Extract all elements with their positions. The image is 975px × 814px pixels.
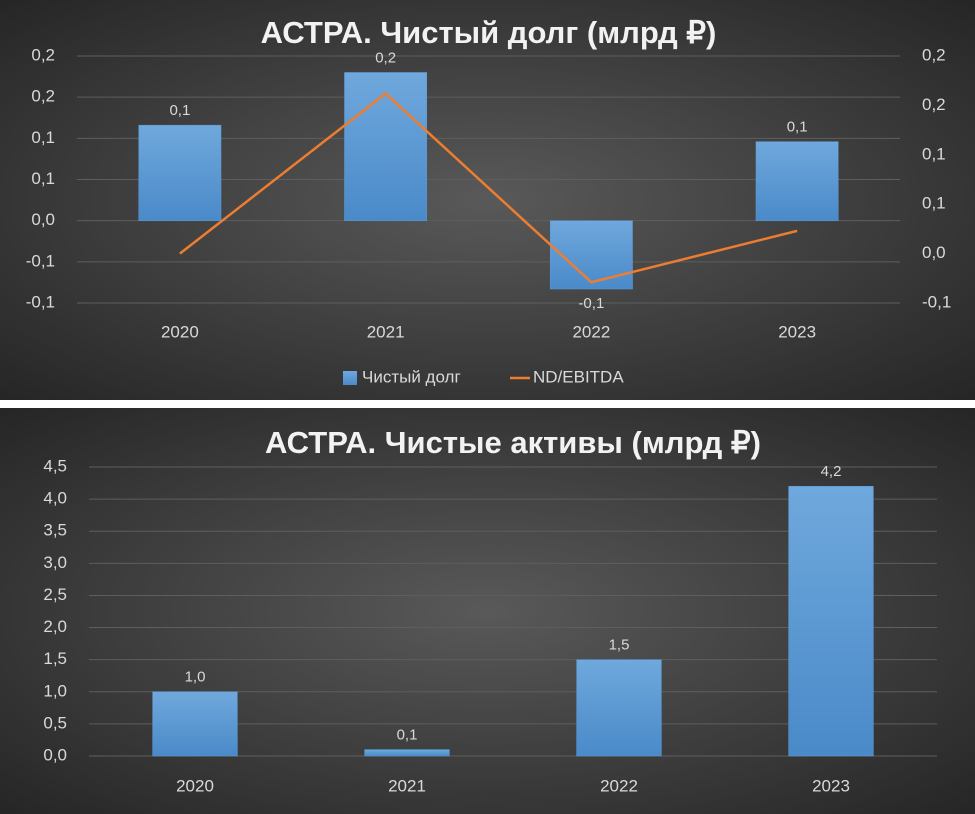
y-tick-label: -0,1	[26, 292, 55, 311]
data-label: 1,0	[185, 669, 206, 686]
y-tick-label: 0,2	[31, 45, 55, 64]
data-label: 0,1	[397, 727, 418, 744]
y2-tick-label: -0,1	[922, 292, 951, 311]
bar	[755, 141, 839, 221]
y2-tick-label: 0,0	[922, 243, 946, 262]
bar	[138, 124, 222, 221]
y-tick-label: 1,0	[43, 681, 67, 700]
data-label: 0,1	[169, 102, 190, 119]
y-tick-label: 0,0	[31, 210, 55, 229]
x-tick-label: 2023	[778, 322, 816, 341]
y-tick-label: 3,5	[43, 521, 67, 540]
data-label: 1,5	[609, 637, 630, 654]
data-label: 0,1	[787, 119, 808, 136]
data-label: -0,1	[578, 295, 604, 312]
y-tick-label: 4,0	[43, 489, 67, 508]
data-label: 0,2	[375, 49, 396, 66]
line	[179, 91, 798, 284]
y-tick-label: 2,5	[43, 585, 67, 604]
bar	[364, 749, 450, 757]
x-tick-label: 2022	[572, 322, 610, 341]
bar	[576, 659, 662, 757]
x-tick-label: 2020	[161, 322, 199, 341]
y-tick-label: -0,1	[26, 251, 55, 270]
x-tick-label: 2022	[600, 776, 638, 795]
y2-tick-label: 0,1	[922, 194, 946, 213]
x-tick-label: 2021	[367, 322, 405, 341]
y-tick-label: 0,0	[43, 745, 67, 764]
y-tick-label: 1,5	[43, 649, 67, 668]
y2-tick-label: 0,2	[922, 45, 946, 64]
y2-tick-label: 0,1	[922, 144, 946, 163]
y-tick-label: 0,5	[43, 713, 67, 732]
bar	[152, 691, 238, 757]
x-tick-label: 2021	[388, 776, 426, 795]
y2-tick-label: 0,2	[922, 95, 946, 114]
y-tick-label: 0,2	[31, 87, 55, 106]
y-tick-label: 0,1	[31, 128, 55, 147]
chart-title: АСТРА. Чистые активы (млрд ₽)	[265, 425, 761, 460]
y-tick-label: 3,0	[43, 553, 67, 572]
x-tick-label: 2023	[812, 776, 850, 795]
bar	[549, 220, 633, 290]
data-label: 4,2	[821, 463, 842, 480]
y-tick-label: 4,5	[43, 456, 67, 475]
bar	[344, 72, 428, 221]
chart-title: АСТРА. Чистый долг (млрд ₽)	[261, 15, 717, 50]
x-tick-label: 2020	[176, 776, 214, 795]
legend-label: Чистый долг	[362, 367, 461, 386]
legend-swatch	[343, 371, 357, 385]
y-tick-label: 2,0	[43, 617, 67, 636]
bar	[788, 486, 874, 757]
legend-label: ND/EBITDA	[533, 367, 624, 386]
y-tick-label: 0,1	[31, 169, 55, 188]
